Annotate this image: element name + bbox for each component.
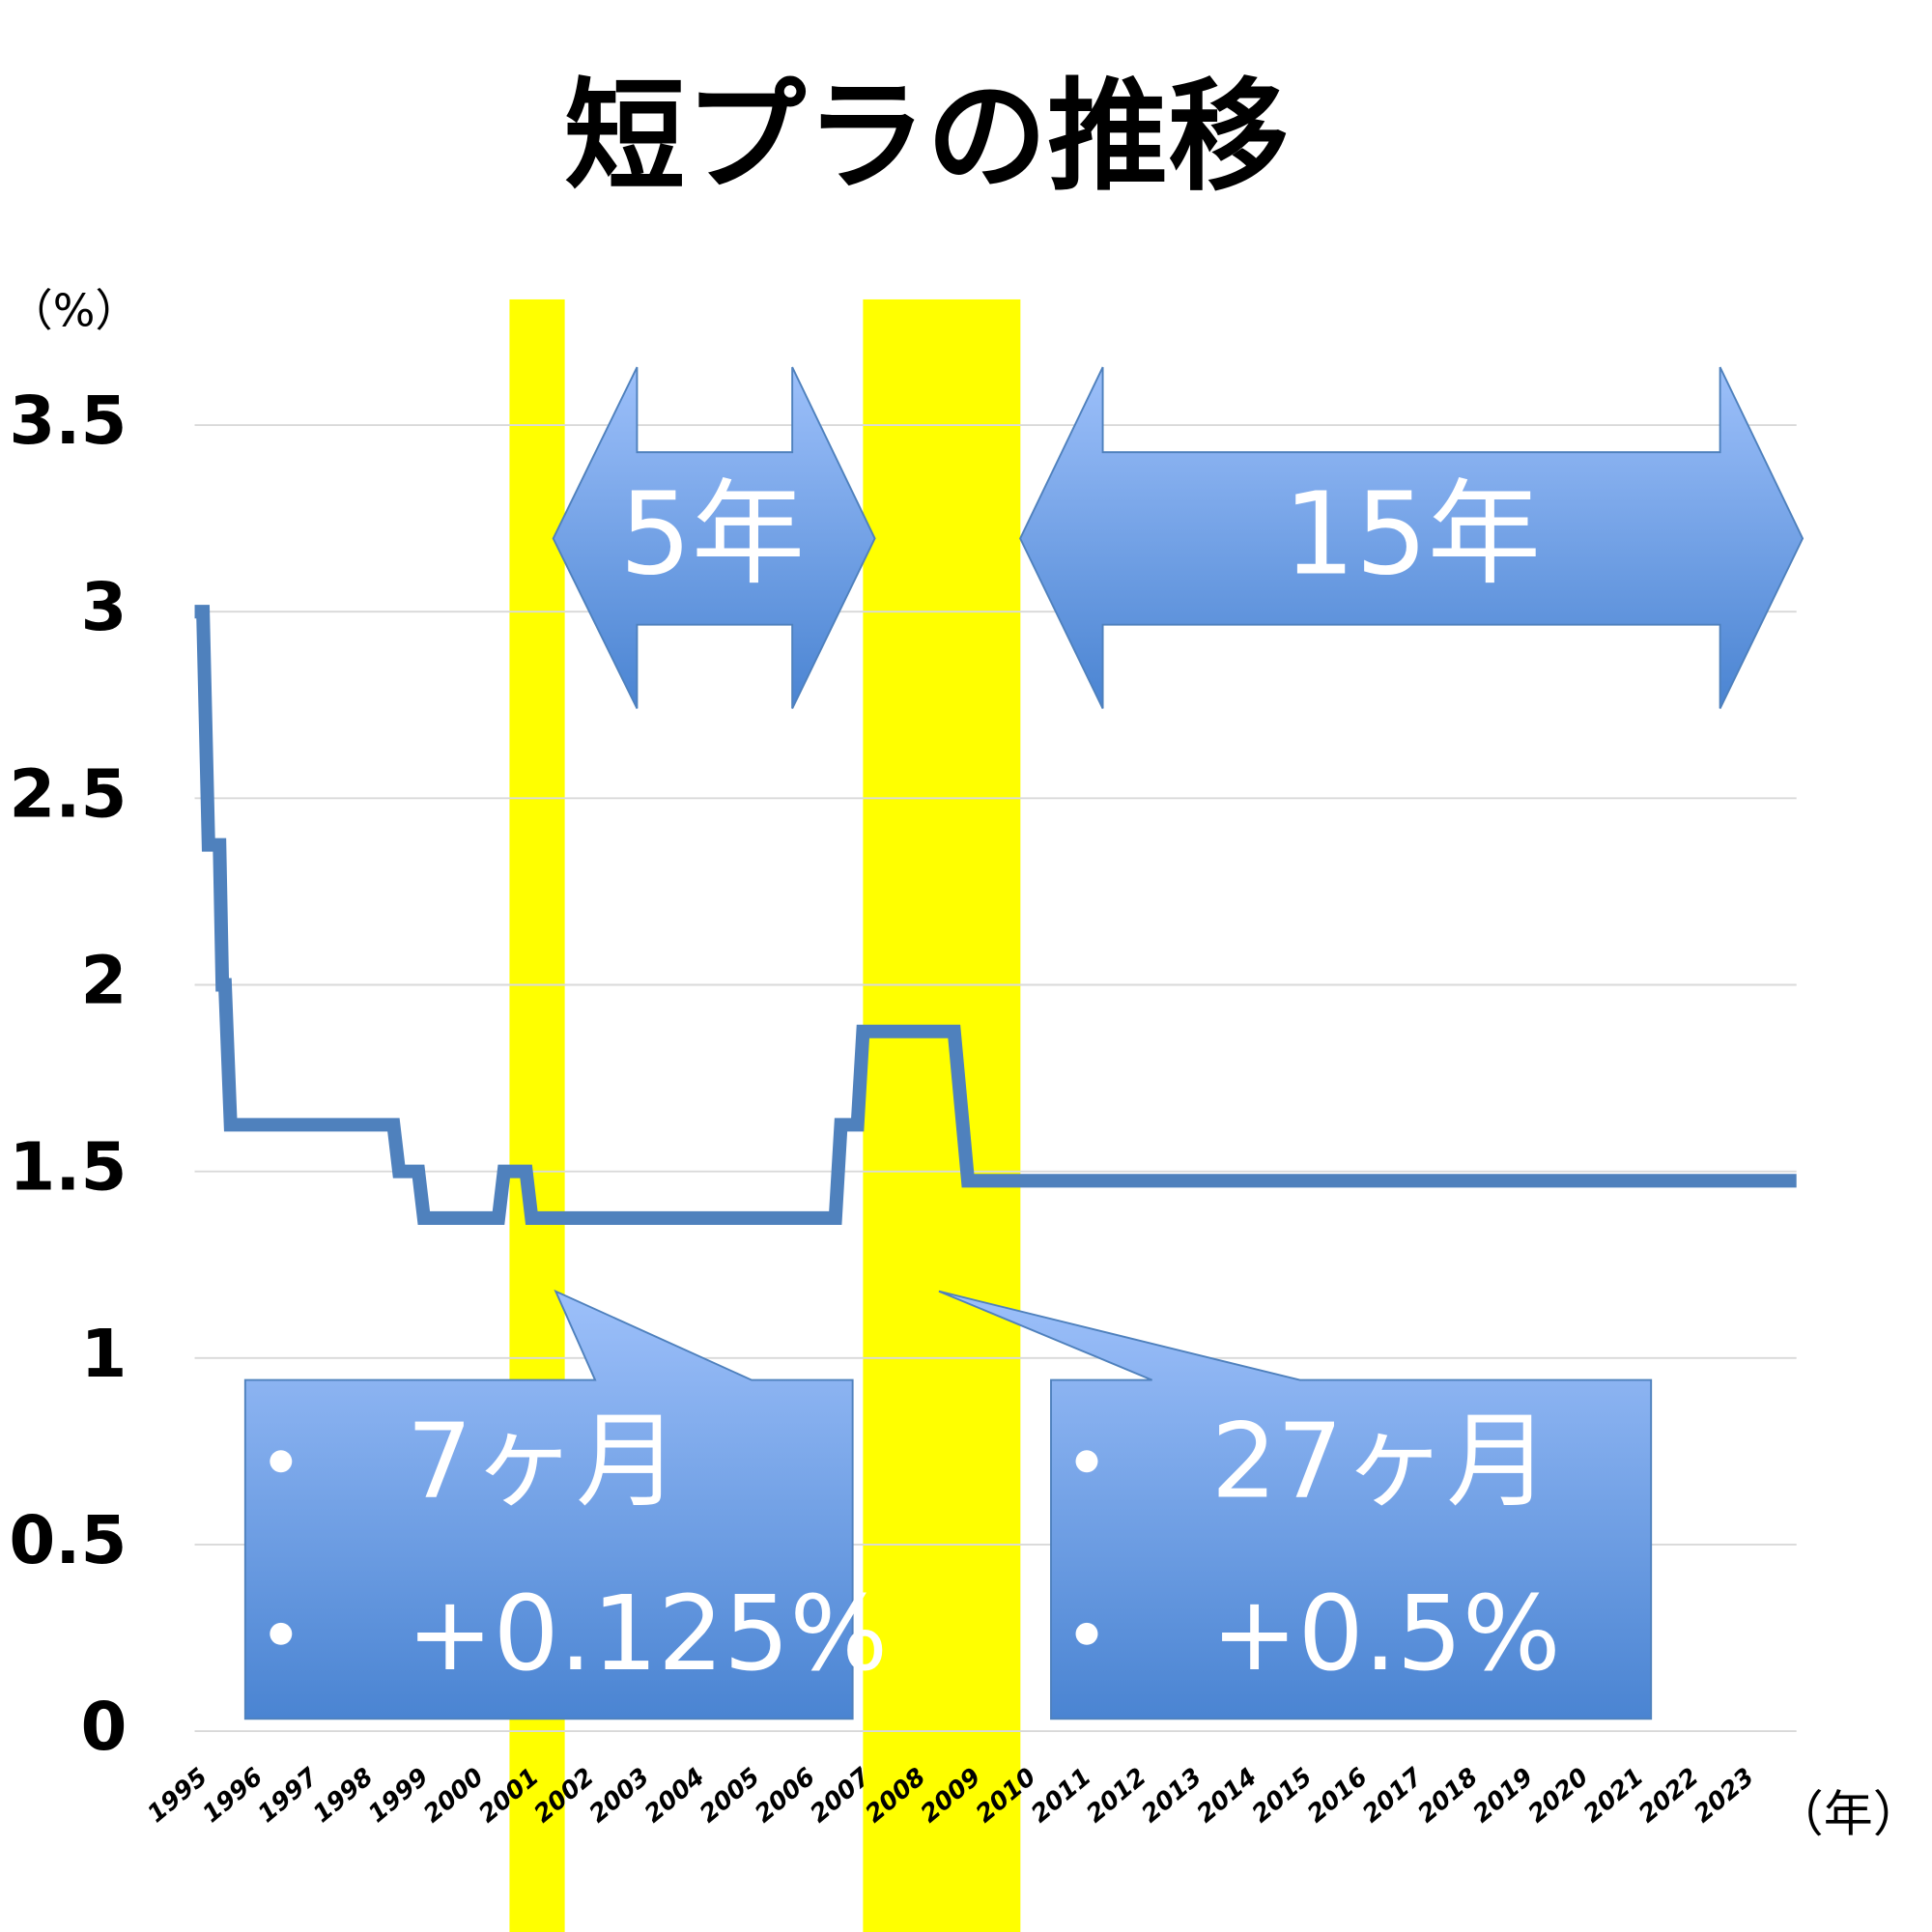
x-tick-label: 2020 <box>1523 1762 1595 1829</box>
y-tick-label: 2.5 <box>9 755 127 833</box>
x-tick-label: 2006 <box>750 1762 821 1829</box>
x-tick-label: 2000 <box>418 1762 490 1829</box>
bullet <box>270 1450 293 1473</box>
x-tick-label: 2022 <box>1634 1762 1705 1829</box>
x-tick-label: 2011 <box>1026 1762 1097 1829</box>
x-tick-label: 2015 <box>1247 1762 1319 1829</box>
y-tick-label: 0.5 <box>9 1502 127 1579</box>
callout-text: 27ヶ月 <box>1211 1403 1550 1522</box>
bullet <box>1075 1450 1098 1473</box>
line-layer <box>194 605 1797 1225</box>
x-tick-label: 2019 <box>1467 1762 1539 1829</box>
y-tick-label: 2 <box>80 943 127 1020</box>
y-tick-label: 1.5 <box>9 1129 127 1207</box>
x-tick-label: 2004 <box>639 1762 711 1829</box>
x-tick-label: 1998 <box>308 1762 380 1829</box>
annotation-layer: 5年 15年 7ヶ月 +0.125% 27ヶ月 +0.5% <box>243 366 1804 1720</box>
y-tick-label: 1 <box>80 1316 127 1393</box>
x-tick-label: 2012 <box>1081 1762 1152 1829</box>
bullet <box>1075 1622 1098 1645</box>
span-label: 15年 <box>1283 468 1541 600</box>
x-tick-label: 2023 <box>1689 1762 1760 1829</box>
y-axis-label: （%） <box>9 285 139 337</box>
callout-text: +0.5% <box>1211 1575 1561 1694</box>
span-label: 5年 <box>619 468 805 600</box>
callout-box <box>243 1289 854 1720</box>
x-tick-label: 1996 <box>197 1762 269 1829</box>
data-line <box>194 605 1797 1225</box>
x-tick-label: 1995 <box>142 1762 213 1829</box>
callout-box <box>938 1290 1653 1720</box>
x-tick-label: 2017 <box>1357 1762 1429 1829</box>
highlight-layer <box>509 298 1021 1932</box>
callout-text: 7ヶ月 <box>407 1403 679 1522</box>
x-axis-label: （年） <box>1775 1786 1922 1843</box>
span-arrow <box>1019 366 1804 709</box>
x-tick-label: 2003 <box>583 1762 655 1829</box>
x-tick-label: 2005 <box>695 1762 766 1829</box>
x-tick-label: 2021 <box>1578 1762 1650 1829</box>
bullet <box>270 1622 293 1645</box>
y-tick-label: 3.5 <box>9 383 127 460</box>
chart-title: 短プラの推移 <box>564 68 1289 208</box>
x-tick-label: 2014 <box>1191 1762 1263 1829</box>
callout-text: +0.125% <box>407 1575 888 1694</box>
x-tick-label: 1997 <box>252 1762 324 1829</box>
x-tick-label: 2016 <box>1302 1762 1374 1829</box>
x-tick-label: 2018 <box>1412 1762 1484 1829</box>
span-arrow <box>552 366 876 709</box>
x-tick-label: 2013 <box>1136 1762 1208 1829</box>
y-tick-label: 3 <box>80 569 127 646</box>
y-tick-label: 0 <box>80 1689 127 1766</box>
highlight-band <box>863 298 1021 1932</box>
x-tick-label: 1999 <box>363 1762 435 1829</box>
